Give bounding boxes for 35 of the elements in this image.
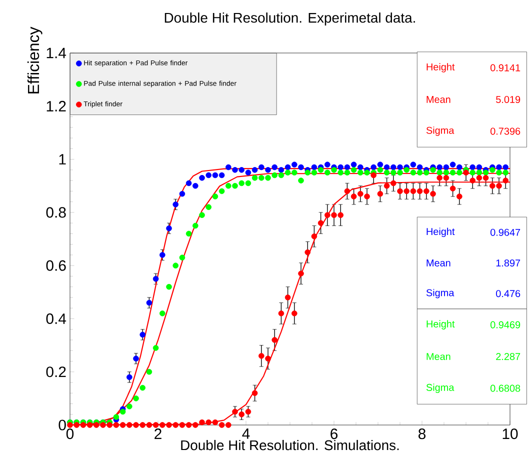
annotation: 0.9647	[490, 228, 520, 236]
y-tick-label: 1.4	[46, 48, 66, 58]
annotation: 0.7396	[490, 128, 520, 135]
x-tick-label: 0	[66, 428, 74, 440]
annotation: Mean	[426, 353, 450, 360]
annotation: 0.9141	[490, 64, 520, 72]
annotation: Mean	[426, 96, 450, 103]
annotation: Height	[426, 320, 455, 330]
x-tick-label: 6	[330, 428, 338, 440]
y-tick-label: 0	[58, 420, 66, 430]
annotation: 1.897	[496, 259, 520, 267]
y-tick-label: 0.2	[46, 366, 66, 378]
x-tick-label: 8	[418, 428, 426, 440]
annotation: Sigma	[426, 126, 454, 136]
x-tick-label: 10	[502, 428, 518, 440]
x-tick-label: 4	[242, 428, 250, 439]
annotation: 0.6808	[490, 384, 520, 392]
annotation: Sigma	[426, 384, 454, 393]
y-axis-title: Efficiency	[27, 26, 42, 94]
annotation: Height	[426, 228, 455, 238]
chart-title: Double Hit Resolution. Experimetal data.	[164, 12, 415, 26]
annotation: 5.019	[496, 96, 520, 104]
annotation: Mean	[426, 260, 450, 266]
annotation: 0.9469	[490, 321, 520, 328]
annotation: Sigma	[426, 288, 454, 298]
y-tick-label: 0.6	[46, 260, 66, 271]
annotation: 2.287	[496, 353, 520, 360]
annotation: 0.476	[496, 290, 520, 298]
y-tick-label: 0.4	[46, 313, 66, 324]
y-tick-label: 0.8	[46, 207, 66, 218]
x-axis-title: Double Hit Resolution. Simulations.	[181, 440, 399, 450]
annotation: Height	[426, 63, 455, 72]
y-tick-label: 1.2	[46, 100, 66, 112]
y-tick-label: 1	[59, 154, 66, 164]
x-tick-label: 2	[154, 428, 162, 439]
